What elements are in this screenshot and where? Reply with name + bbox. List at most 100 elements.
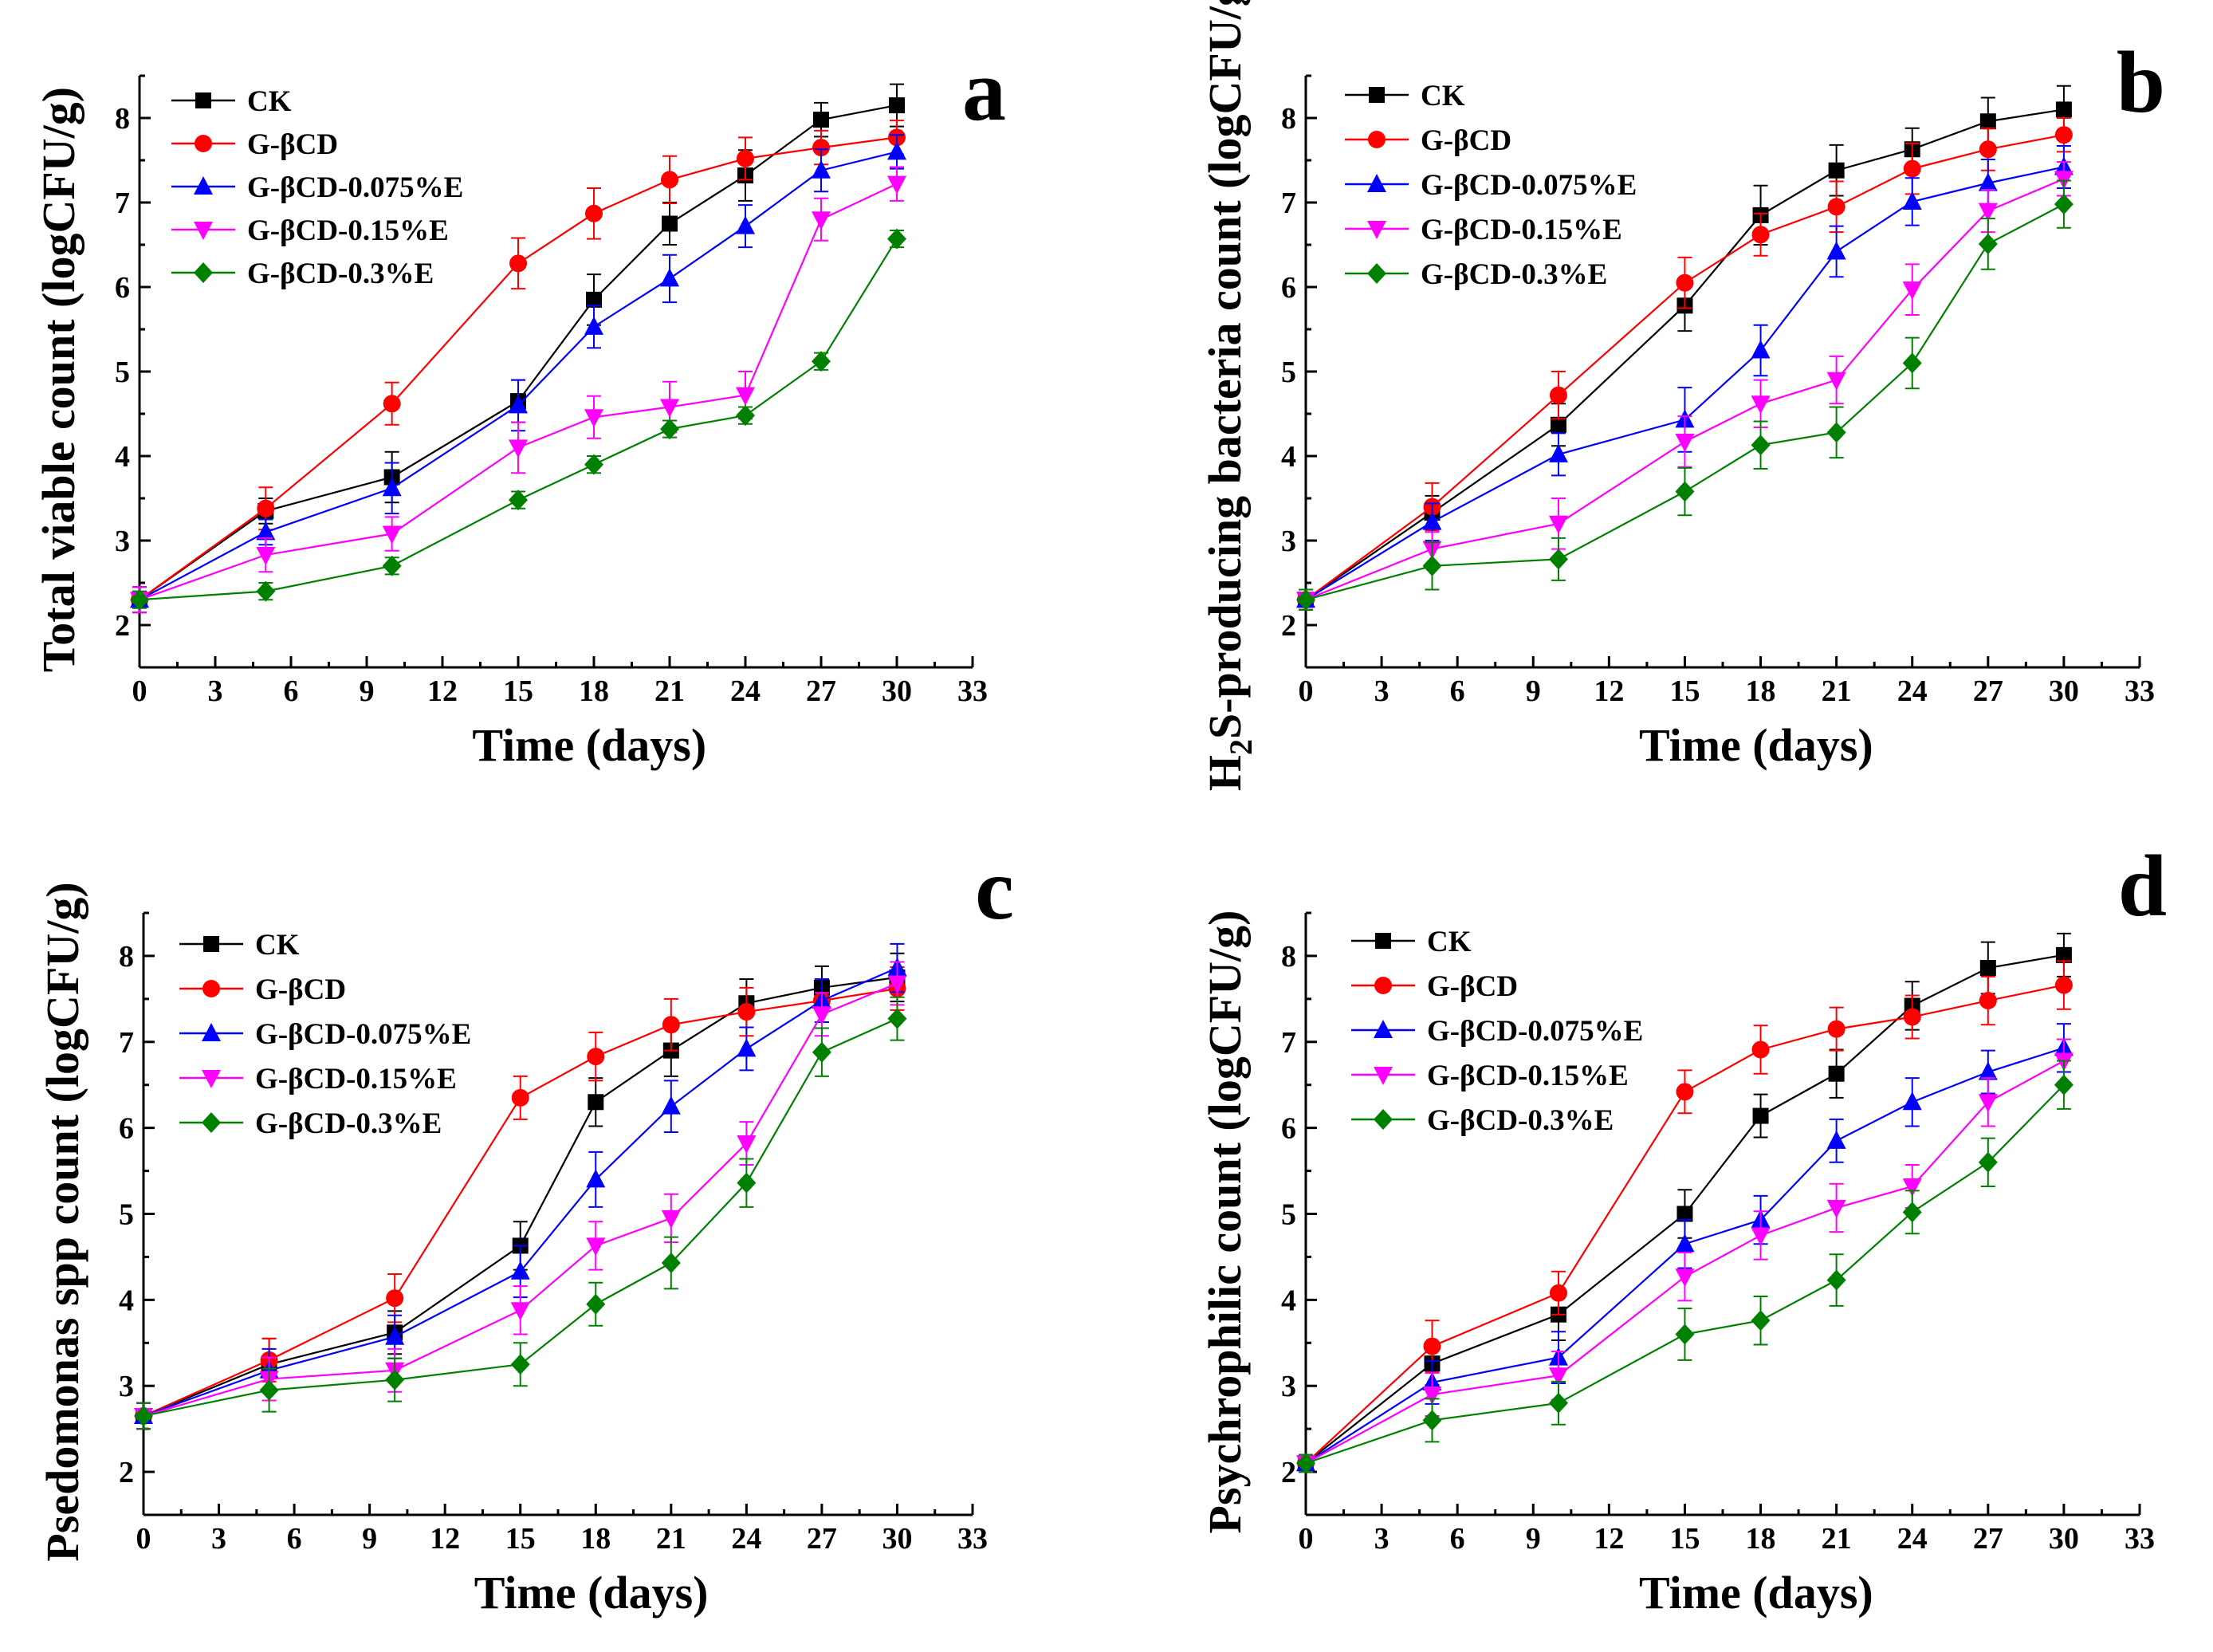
legend: CK G-βCD G-βCD-0.075%E G-βCD-0.15%E G-βCD-0.…: [179, 929, 471, 1140]
data-point: [382, 525, 402, 545]
series-G-βCD: [1297, 960, 2073, 1473]
legend-marker: [1368, 131, 1386, 148]
data-point: [385, 1326, 405, 1345]
panel-a: 0 3 6 9 12 15 18 21 24 27 30 33 2 3 4 5 6 7 8 Time (days) To…: [33, 41, 1006, 771]
data-point: [1422, 1386, 1442, 1405]
data-point: [1979, 113, 1996, 130]
x-tick-label: 3: [211, 1522, 226, 1556]
x-tick-label: 0: [136, 1522, 151, 1556]
data-point: [1978, 203, 1998, 222]
y-axis-title-main: Psychrophilic count (logCFU/g): [1199, 911, 1251, 1534]
data-point: [1751, 1040, 1770, 1059]
y-tick-label: 7: [1281, 1026, 1296, 1060]
y-axis-title-subscript: 2: [1223, 739, 1259, 755]
data-point: [1902, 1202, 1922, 1223]
y-tick-label: 3: [115, 525, 130, 558]
data-point: [510, 1261, 530, 1280]
y-tick-label: 3: [1281, 1370, 1296, 1403]
legend-marker: [202, 1112, 221, 1133]
series-G-βCD-0.3%E: [134, 996, 907, 1430]
legend-entry: G-βCD-0.075%E: [179, 1018, 471, 1051]
x-tick-label: 9: [360, 675, 375, 708]
legend-entry: CK: [1351, 926, 1472, 958]
legend-label: G-βCD: [255, 974, 346, 1006]
data-point: [383, 395, 401, 413]
x-axis-title: Time (days): [1639, 1567, 1873, 1619]
x-tick-label: 33: [957, 1522, 988, 1556]
legend-entry: G-βCD-0.3%E: [179, 1107, 442, 1140]
legend-marker: [202, 1070, 221, 1088]
data-point: [1902, 1092, 1922, 1111]
data-point: [386, 1289, 404, 1308]
data-point: [382, 478, 402, 497]
legend-label: G-βCD-0.075%E: [1421, 169, 1637, 202]
data-point: [1826, 372, 1846, 391]
data-point: [1979, 960, 1996, 977]
legend-marker: [1375, 933, 1391, 949]
legend-marker: [1369, 87, 1385, 103]
x-tick-label: 18: [580, 1522, 611, 1556]
data-point: [1548, 443, 1568, 462]
x-tick-label: 3: [1374, 675, 1390, 708]
legend-entry: G-βCD-0.15%E: [1345, 214, 1622, 246]
legend-label: G-βCD: [247, 128, 338, 161]
y-tick-label: 2: [115, 609, 130, 643]
legend-entry: G-βCD: [1351, 970, 1518, 1003]
data-point: [256, 521, 276, 541]
series-G-βCD-0.075%E: [1296, 144, 2073, 611]
data-point: [1296, 589, 1315, 611]
x-axis-title: Time (days): [1639, 719, 1873, 771]
data-point: [586, 1169, 606, 1188]
data-point: [584, 454, 603, 475]
data-point: [1826, 1130, 1846, 1149]
series-G-βCD-0.3%E: [1296, 179, 2073, 611]
data-point: [1550, 416, 1566, 433]
x-tick-label: 3: [1374, 1522, 1390, 1556]
data-point: [1751, 226, 1770, 244]
legend-entry: G-βCD-0.3%E: [171, 258, 434, 290]
x-tick-label: 30: [2049, 675, 2079, 708]
data-point: [2055, 101, 2072, 118]
x-tick-label: 6: [284, 675, 299, 708]
data-point: [1978, 1061, 1998, 1080]
legend-label: CK: [247, 85, 292, 118]
data-point: [586, 1293, 606, 1315]
legend-label: G-βCD-0.075%E: [255, 1018, 471, 1051]
data-point: [661, 1210, 681, 1229]
data-point: [1978, 1151, 1998, 1173]
legend-entry: G-βCD: [179, 974, 346, 1006]
data-point: [660, 419, 679, 440]
x-tick-label: 18: [1746, 675, 1776, 708]
data-point: [1978, 172, 1998, 191]
y-axis-title: Total viable count (logCFU/g): [33, 87, 85, 672]
data-point: [812, 159, 831, 179]
data-point: [2054, 194, 2073, 215]
legend-marker: [202, 1023, 221, 1041]
x-tick-label: 0: [1299, 1522, 1314, 1556]
series-G-βCD-0.3%E: [1296, 1060, 2073, 1474]
data-point: [509, 254, 527, 273]
data-point: [1548, 549, 1568, 570]
data-point: [887, 1008, 907, 1029]
y-tick-label: 2: [1281, 1456, 1296, 1489]
x-tick-label: 6: [287, 1522, 302, 1556]
legend-entry: G-βCD-0.15%E: [179, 1063, 457, 1095]
data-point: [812, 139, 830, 157]
x-tick-label: 12: [1594, 675, 1624, 708]
data-point: [1422, 555, 1442, 576]
data-point: [2054, 126, 2073, 144]
data-point: [1826, 1199, 1846, 1218]
x-tick-label: 21: [1822, 675, 1852, 708]
x-tick-label: 30: [882, 1522, 912, 1556]
series-line: [1305, 166, 2065, 601]
legend-entry: CK: [171, 85, 292, 118]
series-line: [1305, 108, 2065, 601]
legend-marker: [1374, 1020, 1393, 1038]
x-tick-label: 15: [505, 1522, 536, 1556]
x-tick-label: 27: [806, 675, 836, 708]
panel-letter: b: [2117, 33, 2165, 131]
x-tick-label: 12: [427, 675, 458, 708]
legend-entry: G-βCD-0.3%E: [1351, 1104, 1614, 1137]
legend-marker: [1374, 977, 1392, 994]
